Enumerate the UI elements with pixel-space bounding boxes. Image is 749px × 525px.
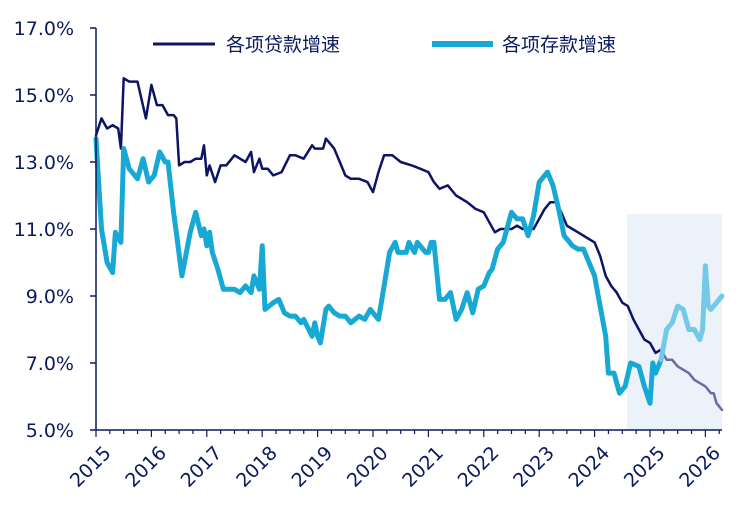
x-tick-label: 2025 [620, 442, 670, 492]
y-tick-label: 15.0% [14, 85, 74, 107]
axis-ticks [90, 27, 720, 437]
series-line-deposits [93, 136, 664, 406]
x-tick-label: 2020 [343, 442, 393, 492]
y-tick-label: 7.0% [26, 353, 74, 375]
x-tick-label: 2017 [177, 442, 227, 492]
legend-label-loans: 各项贷款增速 [226, 34, 340, 56]
x-tick-label: 2016 [121, 442, 171, 492]
x-tick-label: 2021 [398, 442, 448, 492]
series-line-loans [94, 77, 663, 355]
x-tick-label: 2018 [232, 442, 282, 492]
y-tick-label: 13.0% [14, 152, 74, 174]
x-tick-label: 2026 [675, 442, 725, 492]
legend-label-deposits: 各项存款增速 [502, 34, 616, 56]
y-tick-label: 11.0% [14, 219, 74, 241]
y-tick-label: 17.0% [14, 18, 74, 40]
series-line-loans-forecast [659, 348, 724, 412]
series-layer [93, 77, 725, 412]
x-tick-label: 2019 [287, 442, 337, 492]
x-tick-label: 2024 [564, 442, 614, 492]
legend: 各项贷款增速 各项存款增速 [153, 34, 616, 56]
y-tick-labels: 5.0% 7.0% 9.0% 11.0% 13.0% 15.0% 17.0% [14, 18, 74, 442]
y-tick-label: 9.0% [26, 286, 74, 308]
y-tick-label: 5.0% [26, 420, 74, 442]
series-line-deposits-forecast [658, 263, 725, 363]
x-tick-label: 2015 [66, 442, 116, 492]
x-tick-label: 2023 [509, 442, 559, 492]
x-tick-label: 2022 [454, 442, 504, 492]
x-tick-labels: 2015 2016 2017 2018 2019 2020 2021 2022 2023 2024… [66, 442, 725, 492]
